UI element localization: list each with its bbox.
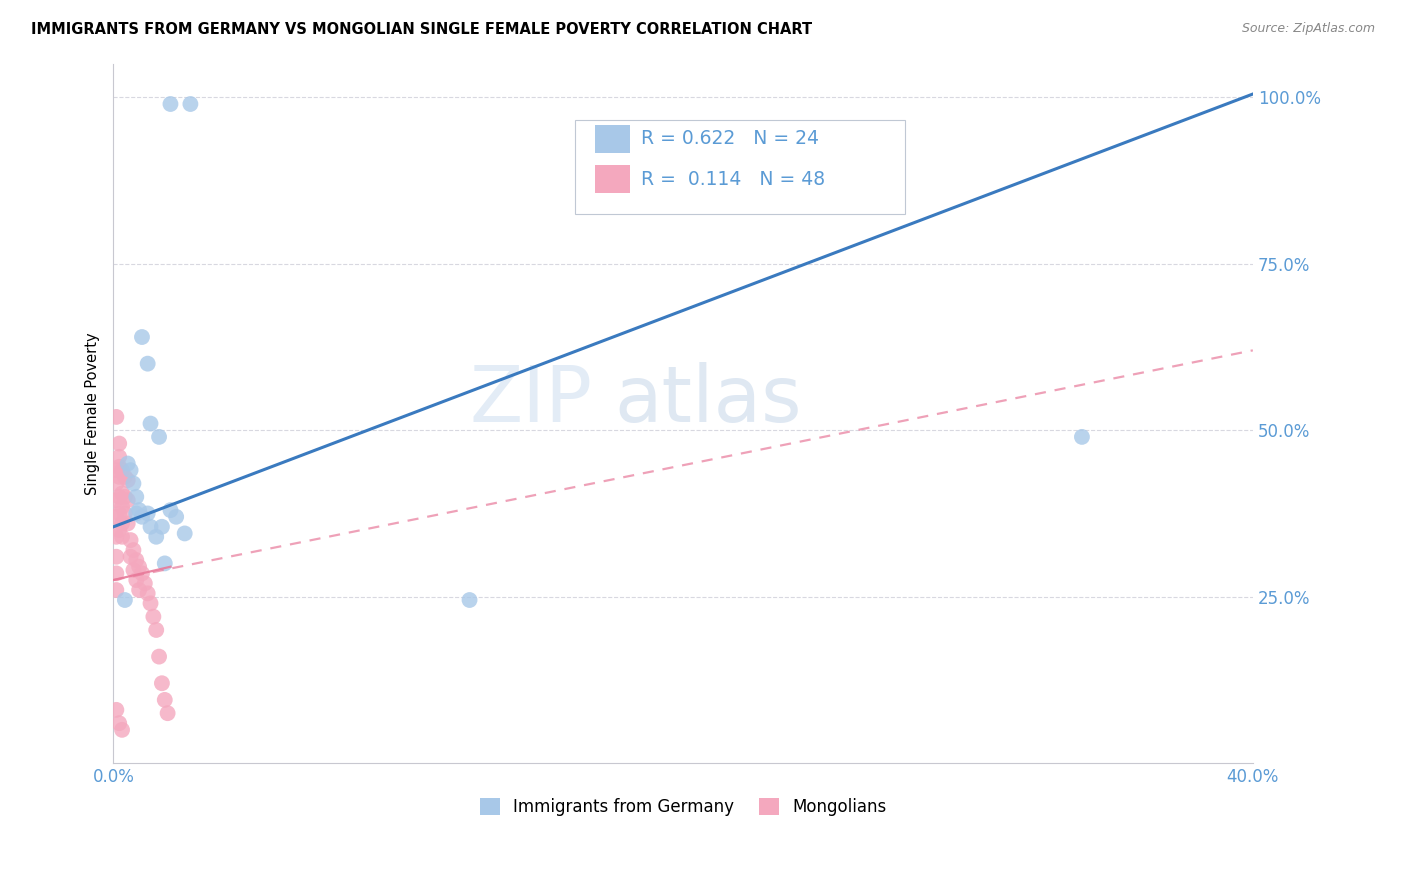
Point bbox=[122, 563, 145, 577]
Legend: Immigrants from Germany, Mongolians: Immigrants from Germany, Mongolians bbox=[471, 790, 896, 825]
Point bbox=[105, 530, 128, 544]
Point bbox=[128, 503, 150, 517]
Point bbox=[159, 97, 181, 112]
Point bbox=[128, 559, 150, 574]
Point bbox=[117, 457, 139, 471]
Point bbox=[108, 459, 131, 474]
Point bbox=[111, 486, 134, 500]
Point bbox=[114, 470, 136, 484]
Point bbox=[145, 623, 167, 637]
Point bbox=[120, 549, 142, 564]
Point bbox=[117, 473, 139, 487]
Point bbox=[139, 520, 162, 534]
Point bbox=[153, 693, 176, 707]
Point bbox=[105, 509, 128, 524]
Point bbox=[105, 566, 128, 581]
Point bbox=[139, 596, 162, 610]
Point bbox=[120, 533, 142, 547]
Point bbox=[139, 417, 162, 431]
Point bbox=[131, 566, 153, 581]
Point bbox=[128, 582, 150, 597]
Point bbox=[150, 676, 173, 690]
Point bbox=[105, 476, 128, 491]
Point bbox=[108, 507, 131, 521]
Y-axis label: Single Female Poverty: Single Female Poverty bbox=[86, 333, 100, 495]
Text: Source: ZipAtlas.com: Source: ZipAtlas.com bbox=[1241, 22, 1375, 36]
Point bbox=[136, 507, 159, 521]
Point bbox=[108, 470, 131, 484]
Point bbox=[125, 553, 148, 567]
Text: atlas: atlas bbox=[614, 361, 803, 438]
Point bbox=[111, 723, 134, 737]
Point bbox=[145, 530, 167, 544]
Point bbox=[105, 582, 128, 597]
Point bbox=[114, 490, 136, 504]
Point bbox=[173, 526, 195, 541]
Point bbox=[111, 516, 134, 531]
FancyBboxPatch shape bbox=[575, 120, 905, 214]
Point bbox=[108, 523, 131, 537]
Point bbox=[125, 507, 148, 521]
Point bbox=[111, 500, 134, 514]
Point bbox=[108, 716, 131, 731]
Point bbox=[108, 490, 131, 504]
Point bbox=[134, 576, 156, 591]
Point bbox=[108, 436, 131, 450]
Point bbox=[148, 430, 170, 444]
Point bbox=[122, 543, 145, 558]
FancyBboxPatch shape bbox=[595, 165, 630, 194]
Text: R =  0.114   N = 48: R = 0.114 N = 48 bbox=[641, 169, 825, 189]
Point bbox=[179, 97, 201, 112]
Point bbox=[156, 706, 179, 721]
Point bbox=[105, 703, 128, 717]
Text: IMMIGRANTS FROM GERMANY VS MONGOLIAN SINGLE FEMALE POVERTY CORRELATION CHART: IMMIGRANTS FROM GERMANY VS MONGOLIAN SIN… bbox=[31, 22, 813, 37]
Point bbox=[114, 507, 136, 521]
Point bbox=[125, 490, 148, 504]
Point bbox=[122, 476, 145, 491]
Point bbox=[105, 493, 128, 508]
Point bbox=[105, 549, 128, 564]
Point bbox=[108, 450, 131, 464]
Point bbox=[105, 409, 128, 424]
FancyBboxPatch shape bbox=[595, 125, 630, 153]
Point bbox=[114, 593, 136, 607]
Point bbox=[120, 463, 142, 477]
Point bbox=[165, 509, 187, 524]
Point bbox=[131, 330, 153, 344]
Point bbox=[148, 649, 170, 664]
Point bbox=[159, 503, 181, 517]
Point bbox=[136, 357, 159, 371]
Point bbox=[125, 573, 148, 587]
Point bbox=[150, 520, 173, 534]
Point bbox=[117, 493, 139, 508]
Point bbox=[136, 586, 159, 600]
Text: ZIP: ZIP bbox=[470, 361, 592, 438]
Point bbox=[105, 463, 128, 477]
Point bbox=[142, 609, 165, 624]
Point bbox=[111, 463, 134, 477]
Point bbox=[153, 557, 176, 571]
Point bbox=[1071, 430, 1094, 444]
Point bbox=[111, 530, 134, 544]
Point bbox=[117, 516, 139, 531]
Text: R = 0.622   N = 24: R = 0.622 N = 24 bbox=[641, 129, 820, 148]
Point bbox=[131, 509, 153, 524]
Point bbox=[458, 593, 481, 607]
